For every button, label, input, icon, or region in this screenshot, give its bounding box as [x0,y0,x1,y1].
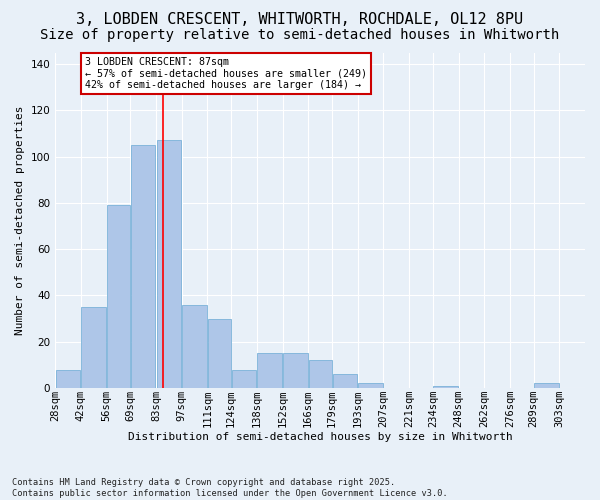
Bar [182,304,207,388]
Bar [232,370,256,388]
Bar [82,307,106,388]
Bar [56,370,80,388]
Y-axis label: Number of semi-detached properties: Number of semi-detached properties [15,106,25,335]
Bar [332,374,357,388]
Text: 3 LOBDEN CRESCENT: 87sqm
← 57% of semi-detached houses are smaller (249)
42% of : 3 LOBDEN CRESCENT: 87sqm ← 57% of semi-d… [85,57,367,90]
X-axis label: Distribution of semi-detached houses by size in Whitworth: Distribution of semi-detached houses by … [128,432,512,442]
Text: Size of property relative to semi-detached houses in Whitworth: Size of property relative to semi-detach… [40,28,560,42]
Text: 3, LOBDEN CRESCENT, WHITWORTH, ROCHDALE, OL12 8PU: 3, LOBDEN CRESCENT, WHITWORTH, ROCHDALE,… [76,12,524,28]
Bar [257,354,282,388]
Text: Contains HM Land Registry data © Crown copyright and database right 2025.
Contai: Contains HM Land Registry data © Crown c… [12,478,448,498]
Bar [534,384,559,388]
Bar [358,384,383,388]
Bar [308,360,332,388]
Bar [208,318,230,388]
Bar [131,145,155,388]
Bar [157,140,181,388]
Bar [107,205,130,388]
Bar [433,386,458,388]
Bar [283,354,308,388]
